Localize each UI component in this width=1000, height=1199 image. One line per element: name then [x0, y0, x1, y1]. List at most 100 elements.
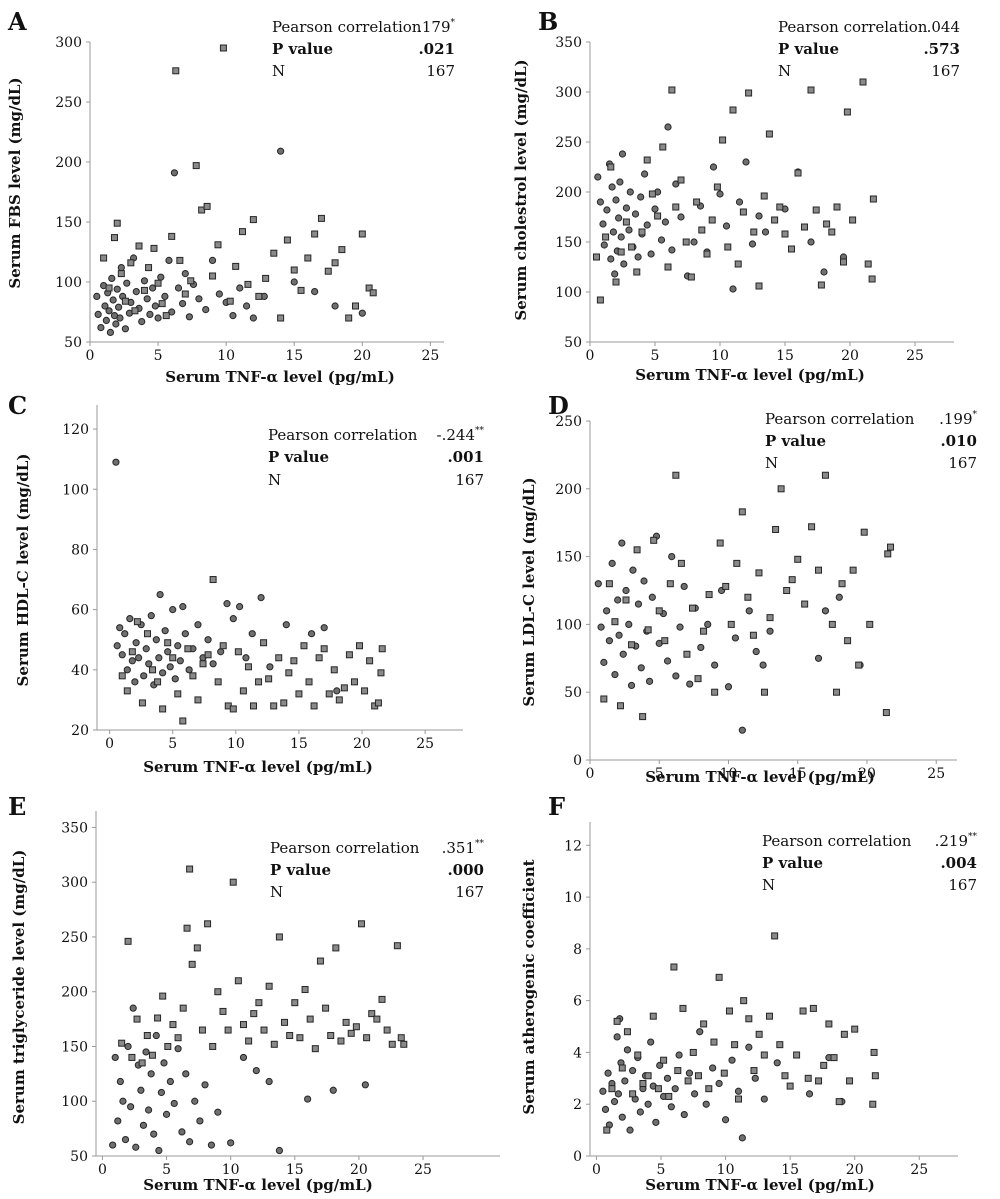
data-point-circle: [154, 314, 162, 322]
data-point-square: [128, 648, 136, 656]
data-point-circle: [157, 1088, 166, 1097]
data-point-circle: [249, 314, 257, 322]
data-point-circle: [617, 233, 625, 241]
stat-value: 167: [455, 471, 484, 489]
data-point-square: [113, 219, 121, 227]
data-point-circle: [151, 302, 159, 310]
data-point-circle: [248, 630, 256, 638]
data-point-circle: [618, 1113, 626, 1121]
data-point-square: [659, 143, 667, 151]
data-point-circle: [716, 190, 724, 198]
data-point-square: [181, 290, 189, 298]
data-point-circle: [126, 615, 134, 623]
data-point-square: [733, 559, 741, 567]
data-point-square: [755, 1030, 763, 1038]
stat-label: Pearson correlation: [270, 839, 420, 857]
data-point-square: [644, 626, 652, 634]
data-point-circle: [805, 1090, 814, 1098]
data-point-square: [650, 536, 658, 544]
data-point-circle: [290, 278, 298, 286]
data-point-square: [720, 1069, 728, 1077]
data-point-circle: [704, 620, 712, 629]
data-point-circle: [169, 606, 177, 614]
data-point-square: [840, 1030, 848, 1038]
data-point-circle: [162, 1110, 171, 1118]
stat-value: .179*: [417, 18, 455, 36]
x-tick-label: 20: [350, 1162, 368, 1178]
data-point-circle: [266, 663, 274, 671]
x-tick-label: 5: [657, 1162, 666, 1178]
y-tick-label: 200: [555, 185, 582, 201]
data-point-square: [168, 232, 176, 240]
data-point-square: [335, 696, 343, 704]
data-point-circle: [132, 1143, 140, 1151]
data-point-square: [342, 1018, 350, 1026]
data-point-circle: [599, 220, 607, 228]
data-point-square: [154, 1014, 162, 1022]
stat-label: Pearson correlation: [778, 18, 928, 36]
data-point-square: [600, 695, 608, 703]
y-tick-label: 100: [555, 285, 582, 301]
data-point-circle: [742, 158, 750, 166]
data-point-square: [388, 1040, 396, 1048]
y-tick-label: 0: [573, 1149, 582, 1165]
data-point-circle: [652, 1118, 660, 1126]
data-point-square: [612, 278, 620, 286]
data-point-square: [338, 246, 346, 254]
data-point-square: [644, 1072, 652, 1080]
data-point-square: [172, 67, 180, 75]
data-point-circle: [168, 308, 176, 316]
data-point-circle: [112, 458, 120, 466]
y-tick-label: 20: [71, 723, 89, 739]
data-point-square: [229, 705, 237, 713]
data-point-circle: [690, 1090, 699, 1098]
data-point-square: [749, 631, 757, 639]
x-tick-label: 0: [592, 1162, 601, 1178]
data-point-square: [679, 1004, 687, 1012]
stat-value: .351**: [442, 839, 485, 857]
data-point-circle: [329, 1086, 337, 1094]
data-point-square: [229, 878, 237, 886]
data-point-square: [159, 705, 167, 713]
data-point-circle: [113, 285, 121, 293]
stat-value: .001: [447, 448, 484, 466]
data-point-square: [835, 1098, 843, 1106]
data-point-circle: [333, 687, 341, 695]
data-point-square: [772, 525, 780, 533]
data-point-circle: [677, 213, 685, 221]
stat-label: P value: [762, 854, 823, 872]
data-point-circle: [185, 666, 193, 674]
data-point-circle: [761, 228, 770, 236]
data-point-square: [234, 977, 242, 985]
data-point-square: [209, 272, 217, 280]
x-tick-label: 25: [421, 348, 439, 364]
data-point-square: [143, 1032, 151, 1040]
data-point-square: [199, 660, 207, 668]
data-point-square: [838, 580, 846, 588]
data-point-circle: [608, 559, 616, 567]
data-point-square: [234, 648, 242, 656]
data-point-square: [783, 587, 791, 594]
data-point-square: [179, 717, 187, 725]
x-tick-label: 25: [414, 1162, 432, 1178]
data-point-circle: [600, 241, 608, 249]
data-point-square: [660, 1056, 668, 1064]
data-point-circle: [647, 250, 655, 258]
data-point-circle: [144, 1106, 153, 1114]
data-point-square: [393, 942, 401, 950]
stat-value: 167: [948, 454, 977, 472]
stat-value: 167: [426, 62, 455, 80]
data-point-square: [825, 1020, 833, 1028]
data-point-circle: [155, 654, 163, 662]
data-point-square: [781, 1072, 789, 1080]
data-point-square: [193, 944, 201, 952]
data-point-square: [745, 89, 753, 97]
y-axis-label: Serum HDL-C level (mg/dL): [14, 454, 32, 687]
data-point-square: [715, 973, 723, 981]
data-point-circle: [119, 1097, 127, 1105]
data-point-circle: [128, 657, 136, 665]
data-point-circle: [155, 1146, 163, 1155]
y-tick-label: 8: [573, 942, 582, 958]
x-tick-label: 5: [154, 348, 163, 364]
x-tick-label: 15: [776, 348, 794, 364]
